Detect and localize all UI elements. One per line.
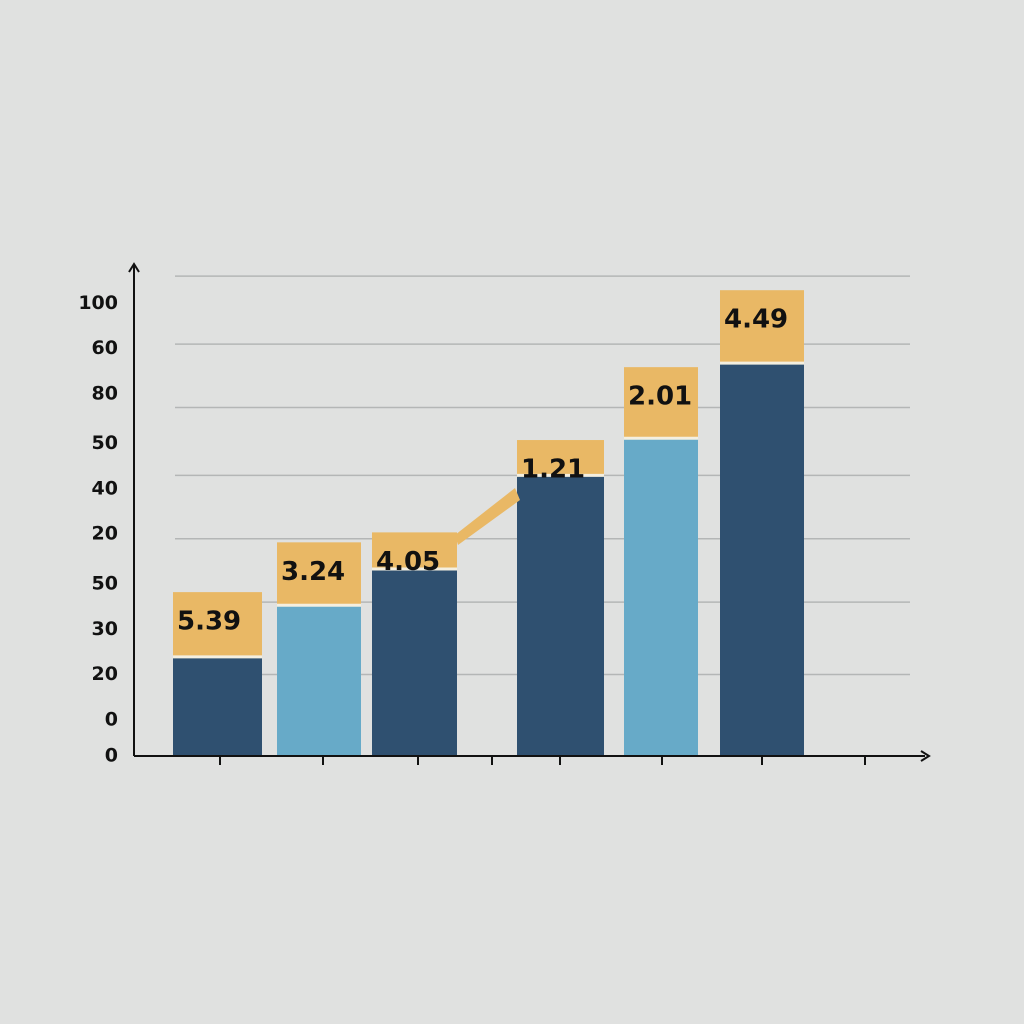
bar-segment [720, 290, 804, 364]
x-tick-marks [219, 756, 866, 765]
bar-segment [173, 656, 262, 756]
y-tick-label: 0 [105, 708, 118, 730]
y-tick-label: 20 [92, 523, 118, 545]
x-axis-arrow [920, 750, 931, 762]
y-tick-label: 30 [92, 618, 118, 640]
y-tick-label: 20 [92, 663, 118, 685]
bar-label: 4.05 [376, 547, 440, 577]
bar-segment [624, 438, 698, 756]
bar-segment [277, 542, 361, 606]
y-tick-label: 80 [92, 382, 118, 404]
bars [173, 290, 804, 756]
bar-label: 4.49 [724, 305, 788, 335]
bar-segment [624, 367, 698, 439]
bar-segment [372, 569, 457, 756]
y-tick-label: 100 [78, 292, 118, 314]
bar-label: 3.24 [281, 557, 345, 587]
y-axis-arrow [128, 262, 140, 273]
y-tick-label: 60 [92, 337, 118, 359]
bar-segment [517, 475, 604, 756]
bar-segment [720, 363, 804, 756]
bar-segment [173, 592, 262, 657]
bar-segment [277, 605, 361, 756]
connector [455, 488, 520, 545]
bar-segment [517, 440, 604, 476]
bar-label: 2.01 [628, 382, 692, 412]
bar-segment [372, 532, 457, 570]
bar-label: 1.21 [521, 455, 585, 485]
y-tick-label: 50 [92, 572, 118, 594]
y-tick-label: 50 [92, 432, 118, 454]
y-tick-label: 40 [92, 477, 118, 499]
bar-label: 5.39 [177, 607, 241, 637]
y-tick-label: 0 [105, 745, 118, 767]
